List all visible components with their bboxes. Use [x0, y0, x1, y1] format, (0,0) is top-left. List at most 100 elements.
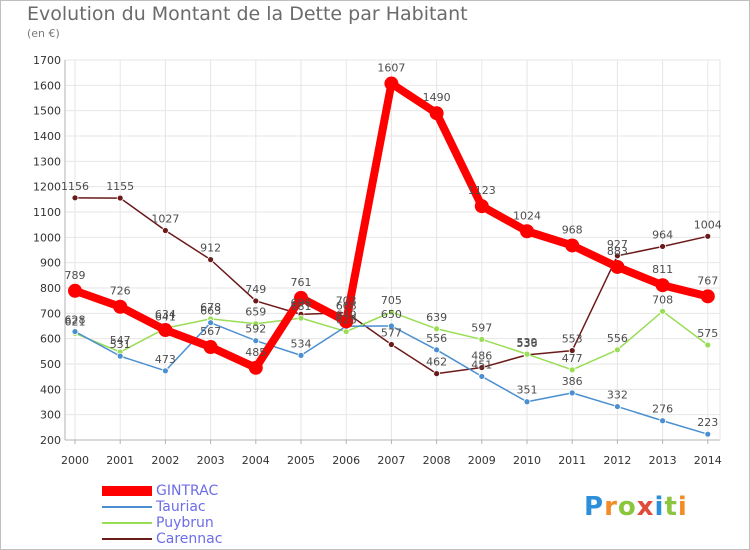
logo-letter-i2: i	[677, 492, 688, 522]
data-label-puybrun: 705	[381, 294, 402, 307]
data-label-tauriac: 556	[426, 332, 447, 345]
data-label-carennac: 964	[652, 228, 673, 241]
legend-item-tauriac: Tauriac	[102, 499, 382, 515]
point-tauriac	[614, 403, 621, 410]
data-label-carennac: 927	[607, 238, 628, 251]
data-label-carennac: 696	[291, 296, 312, 309]
y-tick-label: 400	[40, 383, 61, 396]
data-label-tauriac: 663	[200, 305, 221, 318]
y-tick-label: 1200	[33, 181, 61, 194]
proxiti-logo: Proxiti	[584, 492, 688, 522]
point-carennac	[387, 341, 395, 348]
y-tick-label: 200	[40, 434, 61, 447]
data-label-carennac: 536	[517, 337, 538, 350]
logo-letter-x: x	[636, 492, 655, 522]
point-gintrac	[655, 278, 670, 293]
data-label-puybrun: 639	[426, 311, 447, 324]
legend-swatch-puybrun	[102, 522, 152, 524]
point-carennac	[207, 256, 215, 264]
data-label-tauriac: 531	[110, 338, 131, 351]
data-label-gintrac: 1490	[423, 91, 451, 104]
data-label-tauriac: 223	[697, 416, 718, 429]
data-label-carennac: 1004	[694, 218, 722, 231]
point-carennac	[252, 297, 260, 305]
point-gintrac	[474, 199, 489, 214]
data-label-carennac: 1156	[61, 180, 89, 193]
data-label-gintrac: 883	[607, 245, 628, 258]
data-label-carennac: 749	[245, 283, 266, 296]
data-label-gintrac: 789	[65, 269, 86, 282]
data-label-gintrac: 668	[336, 299, 357, 312]
legend-swatch-carennac	[102, 538, 152, 540]
data-label-carennac: 912	[200, 242, 221, 255]
data-label-tauriac: 650	[381, 308, 402, 321]
data-label-puybrun: 628	[336, 314, 357, 327]
data-label-carennac: 486	[471, 350, 492, 363]
point-gintrac	[700, 289, 715, 304]
y-tick-label: 1400	[33, 130, 61, 143]
point-carennac	[433, 370, 441, 378]
data-label-gintrac: 567	[200, 325, 221, 338]
point-carennac	[704, 232, 712, 240]
y-tick-label: 1700	[33, 54, 61, 67]
data-label-carennac: 703	[336, 295, 357, 308]
logo-letter-r: r	[604, 492, 618, 522]
point-gintrac	[68, 283, 82, 298]
point-tauriac	[704, 430, 712, 438]
data-label-gintrac: 811	[652, 263, 673, 276]
data-label-tauriac: 451	[471, 358, 492, 371]
point-gintrac	[158, 323, 173, 338]
point-tauriac	[116, 352, 124, 360]
data-label-puybrun: 539	[517, 336, 538, 349]
point-tauriac	[568, 389, 576, 397]
legend-label-gintrac: GINTRAC	[156, 483, 219, 499]
x-tick-label: 2006	[332, 454, 360, 467]
legend-swatch-tauriac	[102, 506, 152, 508]
point-gintrac	[384, 76, 399, 91]
point-puybrun	[704, 341, 712, 349]
data-label-tauriac: 386	[562, 375, 583, 388]
x-tick-label: 2003	[197, 454, 225, 467]
chart-legend: GINTRAC Tauriac Puybrun Carennac	[102, 483, 382, 547]
y-tick-label: 1000	[33, 231, 61, 244]
data-label-puybrun: 621	[65, 315, 86, 328]
point-gintrac	[429, 106, 444, 121]
x-tick-label: 2001	[106, 454, 134, 467]
logo-letter-i: i	[654, 492, 665, 522]
point-carennac	[116, 194, 124, 202]
x-tick-label: 2012	[603, 454, 631, 467]
x-tick-label: 2014	[694, 454, 722, 467]
point-puybrun	[297, 314, 305, 322]
point-puybrun	[523, 350, 531, 358]
data-label-gintrac: 1123	[468, 184, 496, 197]
point-gintrac	[203, 340, 218, 355]
data-label-carennac: 1155	[106, 180, 134, 193]
point-carennac	[659, 243, 666, 250]
point-gintrac	[520, 224, 534, 239]
data-label-gintrac: 726	[110, 285, 131, 298]
point-carennac	[161, 227, 169, 234]
data-label-tauriac: 276	[652, 403, 673, 416]
data-label-carennac: 577	[381, 326, 402, 339]
logo-letter-t: t	[664, 492, 678, 522]
y-tick-label: 1300	[33, 155, 61, 168]
data-label-puybrun: 708	[652, 293, 673, 306]
point-carennac	[614, 252, 621, 260]
x-tick-label: 2004	[242, 454, 270, 467]
point-puybrun	[568, 366, 576, 374]
data-label-carennac: 1027	[151, 212, 179, 225]
x-tick-label: 2005	[287, 454, 315, 467]
data-label-tauriac: 649	[336, 308, 357, 321]
legend-label-tauriac: Tauriac	[156, 499, 206, 515]
y-tick-label: 700	[40, 307, 61, 320]
point-gintrac	[113, 299, 128, 314]
legend-item-gintrac: GINTRAC	[102, 483, 382, 499]
point-carennac	[478, 364, 486, 371]
x-tick-label: 2008	[423, 454, 451, 467]
point-puybrun	[478, 336, 486, 343]
point-carennac	[71, 194, 79, 202]
data-label-puybrun: 477	[562, 352, 583, 365]
data-label-tauriac: 592	[245, 323, 266, 336]
